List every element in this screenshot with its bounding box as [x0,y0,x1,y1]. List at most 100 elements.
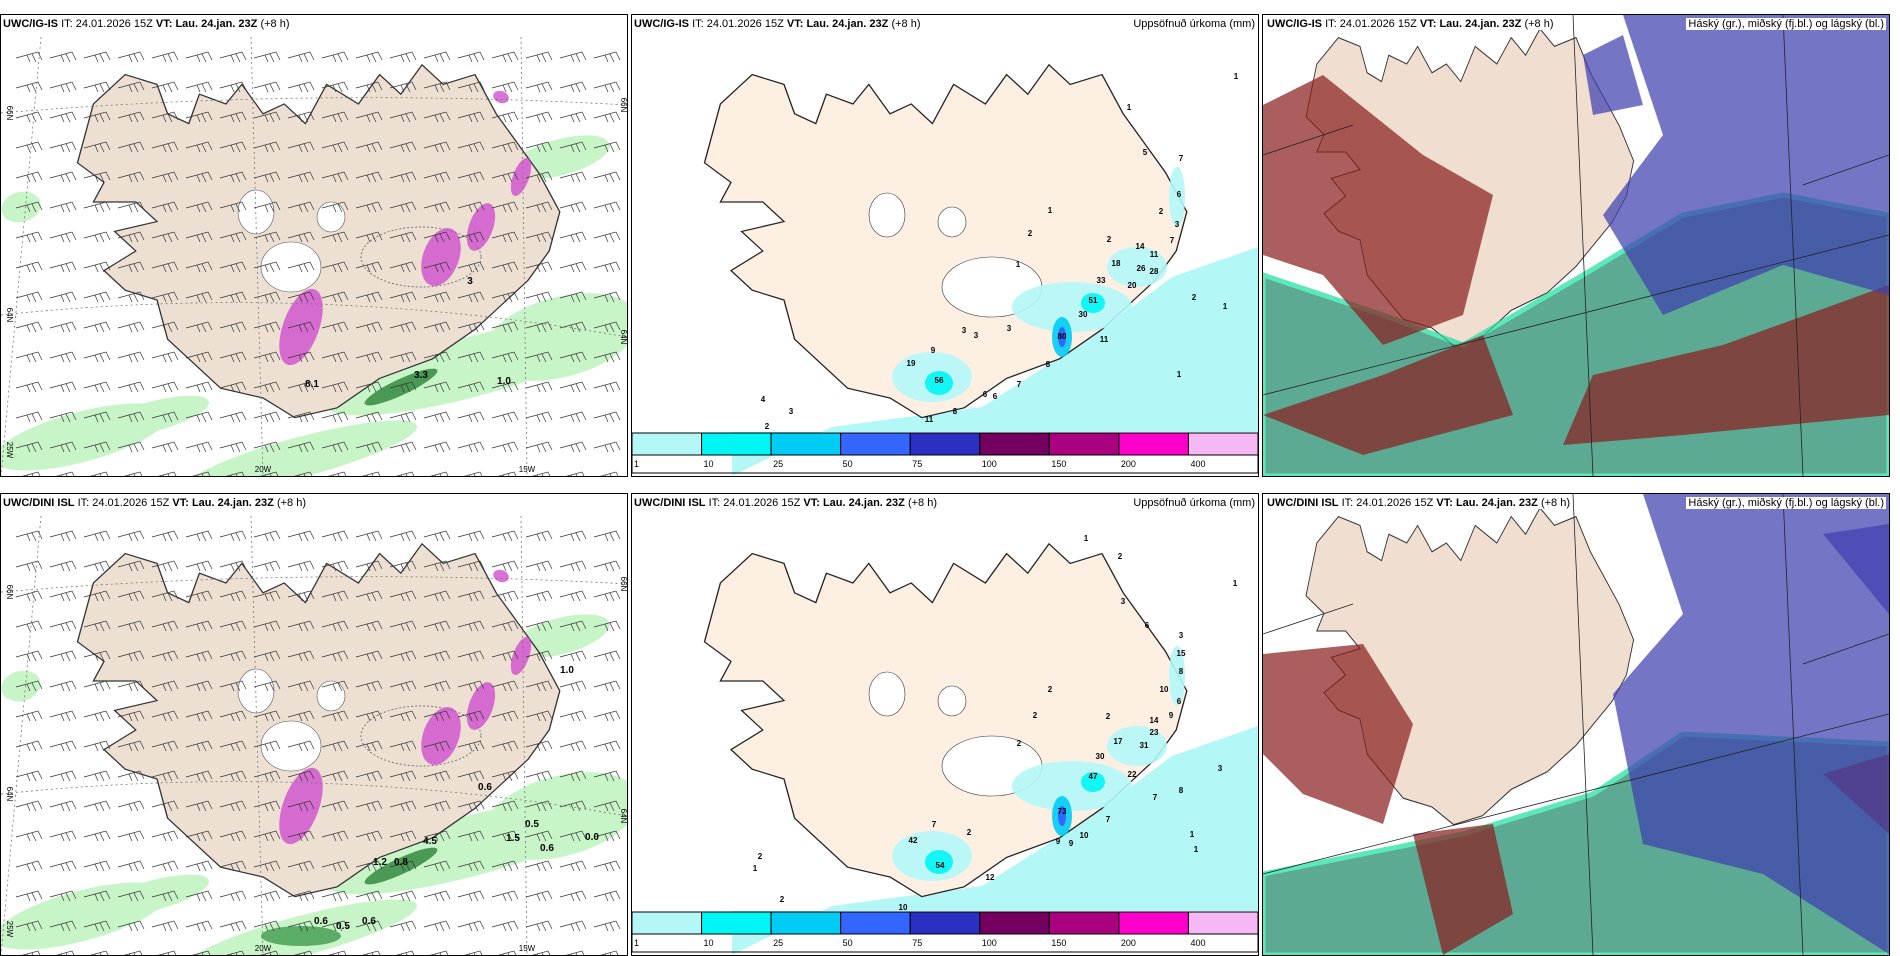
wind-barb [559,141,587,153]
wind-barb [253,680,281,692]
wind-barb [287,830,315,842]
wind-barb [525,830,553,842]
precip-area [92,395,210,439]
wind-barb [593,860,621,872]
wind-barb [219,261,247,273]
panel-title: UWC/IG-IS IT: 24.01.2026 15Z VT: Lau. 24… [1265,18,1556,30]
mid-cloud-area [1613,494,1889,954]
wind-barb [491,351,519,363]
colorbar-swatch [1118,432,1189,456]
wind-barb [83,351,111,363]
wind-barb [185,590,213,602]
title-it-label: IT: [77,497,90,509]
colorbar-tick-label: 50 [843,938,853,948]
wind-value-label: 0.0 [585,832,599,843]
wind-barb [151,620,179,632]
precip-value-label: 10 [1080,831,1089,840]
wind-barb [253,111,281,123]
wind-map[interactable]: 66N 64N 25W 66N 64N 20W 15W 8.1 1.0 3.3 3 [1,37,627,476]
precip-value-label: 26 [1137,264,1146,273]
title-model: UWC/IG-IS [634,18,689,30]
wind-barb [15,201,43,213]
wind-barb [253,381,281,393]
wind-barb [151,920,179,932]
precip-value-label: 6 [1177,697,1182,706]
wind-barb [49,261,77,273]
wind-barb [185,201,213,213]
precip-value-label: 80 [1058,332,1067,341]
precip-value-label: 2 [967,828,972,837]
precip-area-sea [732,247,1258,476]
convective-area [510,158,532,196]
title-it-value: 24.01.2026 15Z [1356,497,1434,509]
wind-barb [287,141,315,153]
wind-barb [355,141,383,153]
precip-value-label: 9 [1056,837,1061,846]
cloud-map[interactable] [1263,494,1889,955]
wind-barb [498,950,517,955]
wind-barb [15,890,43,902]
wind-barb [158,950,177,955]
wind-barb [15,411,43,423]
wind-barb [83,890,111,902]
title-it-value: 24.01.2026 15Z [723,497,801,509]
title-lead: (+8 h) [260,18,290,30]
precip-title: Uppsöfnuð úrkoma (mm) [1133,497,1255,509]
wind-barb [321,51,349,63]
wind-barb [355,441,383,453]
wind-barb [355,201,383,213]
wind-barb [457,351,485,363]
wind-barb [321,261,349,273]
wind-barb [423,381,451,393]
wind-barb [83,860,111,872]
precip-value-label: 17 [1114,737,1123,746]
wind-barb [389,141,417,153]
precip-value-label: 1 [1016,260,1021,269]
wind-barb [117,51,145,63]
wind-barb [389,231,417,243]
precip-area [512,135,610,179]
wind-barb [185,291,213,303]
wind-barb [464,950,483,955]
wind-barb [15,321,43,333]
wind-value-label: 0.5 [336,921,350,932]
wind-map[interactable]: 66N 64N 25W 66N 64N 20W 15W 0.5 0.6 1.5 0.6 0.0 1.2 0… [1,516,627,955]
wind-barbs [15,51,621,476]
wind-barb [83,650,111,662]
wind-barb [253,231,281,243]
wind-barb [219,680,247,692]
wind-barb [328,950,347,955]
wind-barb [457,381,485,393]
cloud-map[interactable] [1263,15,1889,476]
title-vt-label: VT: [172,497,189,509]
wind-barb [219,740,247,752]
wind-barb [593,530,621,542]
wind-barb [355,890,383,902]
precip-value-label: 9 [1069,839,1074,848]
wind-barb [389,620,417,632]
wind-barb [525,351,553,363]
grid-line [1263,15,1889,476]
wind-barb [151,231,179,243]
precip-value-label: 2 [765,422,770,431]
wind-barb [389,710,417,722]
convective-area [466,203,496,251]
wind-barb [83,81,111,93]
wind-barb [185,890,213,902]
colorbar-tick-label: 50 [843,459,853,469]
wind-barb [117,530,145,542]
colorbar-tick-label: 25 [773,938,783,948]
wind-barb [355,650,383,662]
wind-barb [525,231,553,243]
wind-barb [423,321,451,333]
high-cloud-area [1263,335,1513,455]
wind-barb [83,800,111,812]
precip-area [1169,646,1185,706]
wind-barb [253,530,281,542]
precip-value-label: 8 [1179,667,1184,676]
wind-barb [423,231,451,243]
precip-value-label: 30 [1096,752,1105,761]
wind-barb [15,261,43,273]
